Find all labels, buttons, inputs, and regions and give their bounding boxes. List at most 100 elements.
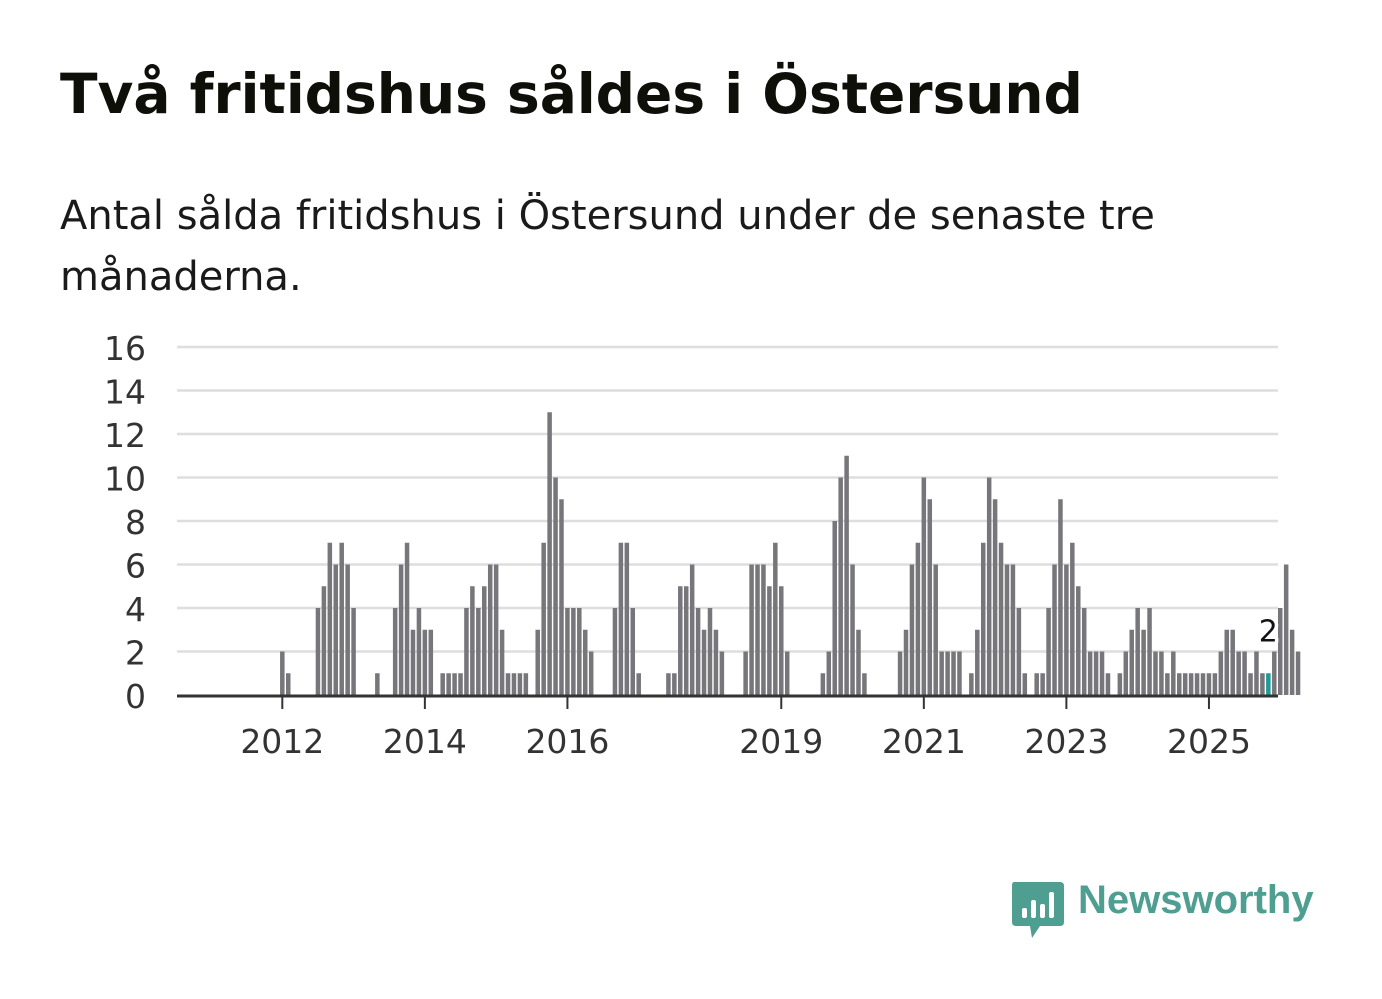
bar — [1141, 629, 1146, 695]
bar — [862, 673, 867, 695]
x-tick-label: 2021 — [882, 722, 966, 761]
bar — [1117, 673, 1123, 695]
bar — [345, 564, 350, 695]
bar — [499, 629, 505, 695]
y-tick-label: 10 — [104, 460, 146, 499]
bar — [452, 673, 457, 695]
bar — [1188, 673, 1194, 695]
newsworthy-logo[interactable]: Newsworthy — [1010, 878, 1330, 942]
bar — [583, 629, 588, 695]
bar — [1093, 651, 1099, 695]
bar — [689, 564, 695, 695]
bar — [1040, 673, 1045, 695]
bar — [482, 586, 487, 695]
bar — [743, 651, 748, 695]
bar — [749, 564, 754, 695]
bar — [1081, 608, 1087, 695]
bar — [980, 542, 986, 695]
bar — [1016, 608, 1022, 695]
bar — [327, 542, 333, 695]
bar — [636, 673, 641, 695]
bar — [1283, 564, 1289, 695]
data-labels: 2 — [1255, 611, 1281, 653]
bar — [1099, 651, 1105, 695]
bar — [1070, 542, 1075, 695]
bar — [921, 477, 927, 695]
bar — [476, 608, 481, 695]
bar — [493, 564, 499, 695]
bar — [975, 629, 980, 695]
bar — [683, 586, 689, 695]
x-tick-label: 2019 — [739, 722, 823, 761]
y-tick-label: 4 — [125, 590, 146, 629]
bar — [375, 673, 380, 695]
bar — [612, 608, 618, 695]
bars — [280, 412, 1301, 695]
bar — [1277, 608, 1283, 695]
bar — [939, 651, 944, 695]
bar — [672, 673, 677, 695]
bar — [903, 629, 909, 695]
x-axis-ticks: 2012 2014 2016 2019 2021 2023 2025 — [240, 697, 1251, 761]
bar — [1058, 499, 1063, 695]
bar — [535, 629, 540, 695]
bar — [773, 542, 778, 695]
bar — [992, 499, 998, 695]
bar — [464, 608, 469, 695]
bar — [1129, 629, 1134, 695]
x-tick-label: 2023 — [1024, 722, 1108, 761]
bar — [1147, 608, 1152, 695]
bar — [517, 673, 523, 695]
bar — [1034, 673, 1039, 695]
bar — [559, 499, 564, 695]
y-tick-label: 6 — [125, 547, 146, 586]
bar — [505, 673, 511, 695]
y-tick-label: 14 — [104, 373, 146, 412]
y-tick-label: 12 — [104, 416, 146, 455]
bar — [1153, 651, 1158, 695]
bar — [820, 673, 826, 695]
bar — [897, 651, 903, 695]
bar — [1212, 673, 1218, 695]
bar — [986, 477, 992, 695]
bar — [1004, 564, 1010, 695]
bar — [1010, 564, 1016, 695]
bar — [1087, 651, 1093, 695]
bar — [1248, 673, 1253, 695]
bar — [1076, 586, 1081, 695]
bar — [630, 608, 636, 695]
y-tick-label: 2 — [125, 634, 146, 673]
bar — [838, 477, 843, 695]
bar — [1052, 564, 1057, 695]
bar — [1123, 651, 1129, 695]
bar — [1260, 673, 1265, 695]
bar — [470, 586, 475, 695]
bar — [909, 564, 915, 695]
bar — [588, 651, 594, 695]
bar — [945, 651, 950, 695]
bar — [565, 608, 570, 695]
bar — [624, 542, 630, 695]
bar — [392, 608, 398, 695]
bar — [547, 412, 552, 695]
bar — [701, 629, 707, 695]
bar — [957, 651, 962, 695]
bar — [1200, 673, 1206, 695]
bar — [761, 564, 766, 695]
bar — [422, 629, 428, 695]
newsworthy-logo-text: Newsworthy — [1078, 878, 1314, 922]
y-tick-label: 8 — [125, 503, 146, 542]
bar — [440, 673, 445, 695]
bar — [428, 629, 434, 695]
bar — [826, 651, 832, 695]
bar — [767, 586, 772, 695]
bar — [969, 673, 974, 695]
bar — [321, 586, 327, 695]
bar — [927, 499, 933, 695]
bar — [1272, 651, 1277, 695]
bar — [1230, 629, 1235, 695]
bar — [915, 542, 921, 695]
x-tick-label: 2012 — [240, 722, 324, 761]
newsworthy-logo-icon — [1012, 882, 1064, 938]
bar — [511, 673, 517, 695]
